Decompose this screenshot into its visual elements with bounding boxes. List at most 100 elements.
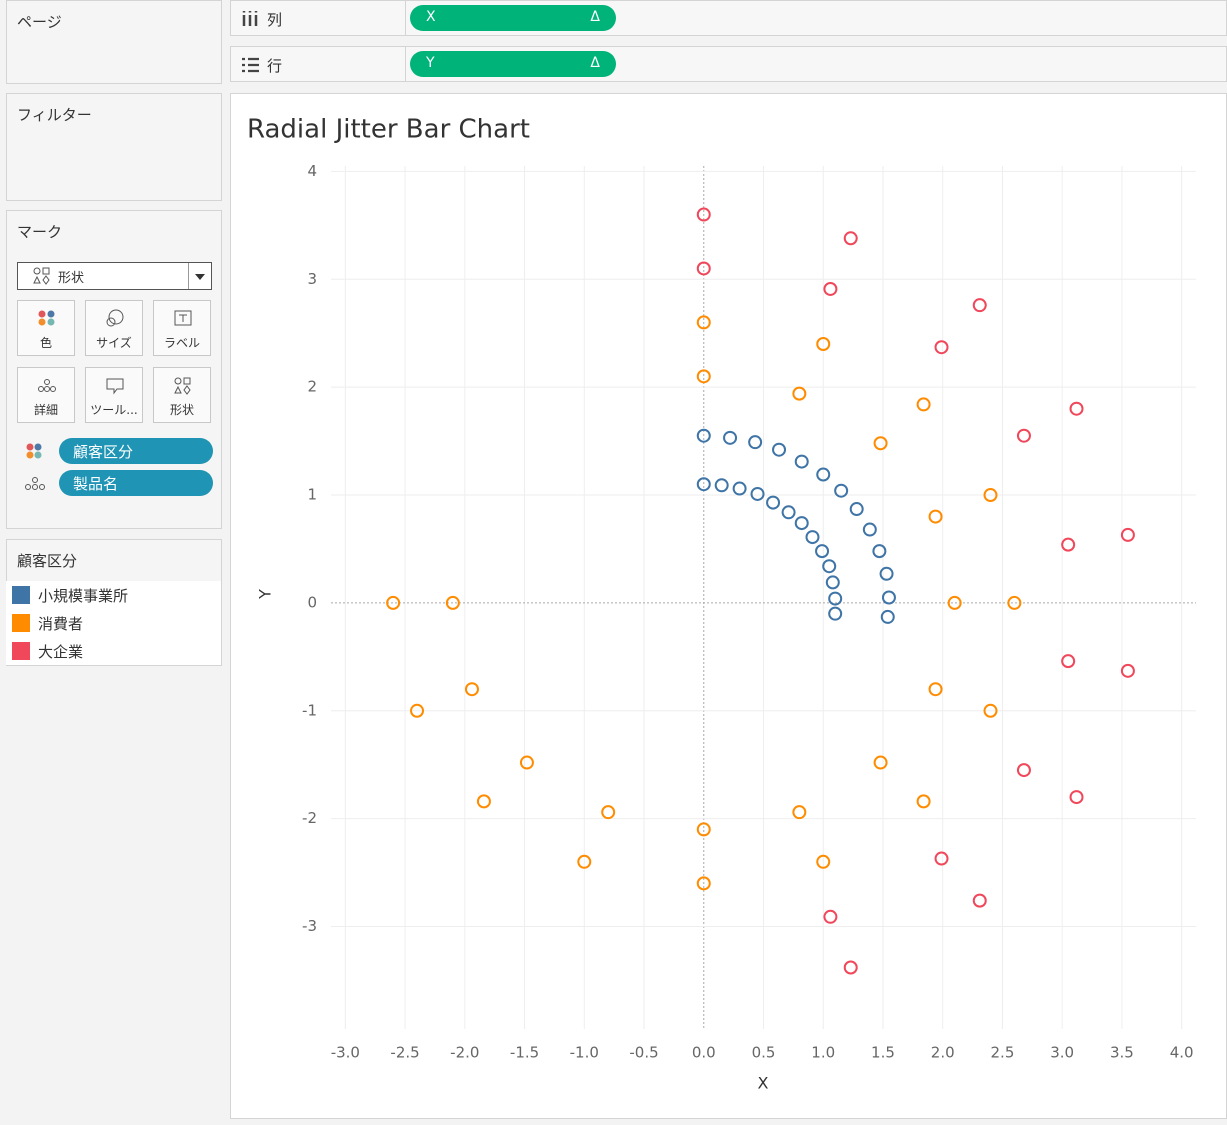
x-axis-title: X (758, 1074, 769, 1093)
point (519, 755, 534, 770)
pages-panel: ページ (6, 0, 222, 84)
y-tick-label: 2 (307, 378, 317, 396)
point (834, 483, 849, 498)
legend-title: 顧客区分 (17, 552, 78, 570)
point (983, 703, 998, 718)
button-label: サイズ (96, 336, 132, 350)
x-tick-label: -1.5 (510, 1044, 539, 1062)
columns-icon (242, 11, 258, 26)
grid (331, 166, 1196, 1029)
point (879, 566, 894, 581)
y-tick-label: 4 (307, 162, 317, 180)
x-tick-label: 0.5 (752, 1044, 776, 1062)
point (476, 794, 491, 809)
x-tick-label: 2.0 (931, 1044, 955, 1062)
color-icon (26, 443, 42, 459)
point (723, 430, 738, 445)
label-button[interactable]: ラベル (153, 300, 211, 356)
y-tick-label: -2 (302, 809, 317, 827)
point (928, 682, 943, 697)
point (464, 682, 479, 697)
color-button[interactable]: 色 (17, 300, 75, 356)
chart-title: Radial Jitter Bar Chart (247, 115, 530, 145)
pill-icon: Δ (590, 55, 600, 71)
legend-swatch (12, 586, 30, 604)
x-tick-label: -2.0 (450, 1044, 479, 1062)
x-tick-label: -3.0 (331, 1044, 360, 1062)
point (928, 509, 943, 524)
panel-title: フィルター (17, 106, 92, 124)
point (696, 261, 711, 276)
point (972, 893, 987, 908)
button-label: 色 (39, 336, 52, 350)
point (1069, 790, 1084, 805)
panel-title: ページ (17, 13, 62, 31)
point (792, 386, 807, 401)
point (947, 595, 962, 610)
legend-item[interactable]: 大企業 (6, 637, 221, 665)
legend-label: 小規模事業所 (38, 587, 129, 605)
point (696, 428, 711, 443)
point (983, 488, 998, 503)
legend-swatch (12, 642, 30, 660)
point (794, 454, 809, 469)
field-pill[interactable]: 製品名 (59, 470, 213, 496)
point (825, 575, 840, 590)
mark-type: 形状 (58, 271, 85, 286)
chart: Radial Jitter Bar Chart X Y -3.0 -2.5 -2.0… (230, 93, 1227, 1119)
point (816, 854, 831, 869)
pill-label: 顧客区分 (73, 443, 134, 461)
point (972, 298, 987, 313)
point (815, 544, 830, 559)
point (862, 522, 877, 537)
shape-icon (33, 267, 50, 285)
point (828, 606, 843, 621)
shelf-label: 列 (267, 11, 283, 29)
legend-item[interactable]: 小規模事業所 (6, 581, 221, 609)
x-tick-label: 4.0 (1170, 1044, 1194, 1062)
point (696, 822, 711, 837)
detail-button[interactable]: 詳細 (17, 367, 75, 423)
point (1120, 527, 1135, 542)
y-tick-label: -3 (302, 917, 317, 935)
size-button[interactable]: サイズ (85, 300, 143, 356)
shape-button[interactable]: 形状 (153, 367, 211, 423)
point (386, 595, 401, 610)
legend-label: 消費者 (38, 615, 84, 633)
mark-type-dropdown[interactable]: 形状 (17, 262, 212, 290)
field-pill[interactable]: 顧客区分 (59, 438, 213, 464)
y-tick-label: -1 (302, 701, 317, 719)
point (822, 559, 837, 574)
pill-label: X (426, 9, 436, 25)
point (1069, 401, 1084, 416)
legend-label: 大企業 (38, 643, 84, 661)
point (696, 477, 711, 492)
legend-item[interactable]: 消費者 (6, 609, 221, 637)
point (843, 231, 858, 246)
y-axis-title: Y (256, 589, 275, 600)
point (696, 876, 711, 891)
point (823, 281, 838, 296)
point (445, 595, 460, 610)
point (880, 609, 895, 624)
tooltip-button[interactable]: ツール... (85, 367, 143, 423)
point (748, 435, 763, 450)
legend-swatch (12, 614, 30, 632)
point (805, 530, 820, 545)
x-tick-label: 1.5 (871, 1044, 895, 1062)
point (696, 315, 711, 330)
marks-panel: マーク 形状 色 サイズ ラベル 詳細 ツール... 形状 顧客区分 製品名 (6, 210, 222, 529)
x-tick-label: -0.5 (629, 1044, 658, 1062)
x-tick-label: -2.5 (390, 1044, 419, 1062)
y-tick-label: 0 (307, 593, 317, 611)
point (1016, 763, 1031, 778)
x-tick-label: 1.0 (811, 1044, 835, 1062)
point (410, 703, 425, 718)
point (816, 467, 831, 482)
point (934, 340, 949, 355)
shelf-label: 行 (267, 57, 283, 75)
